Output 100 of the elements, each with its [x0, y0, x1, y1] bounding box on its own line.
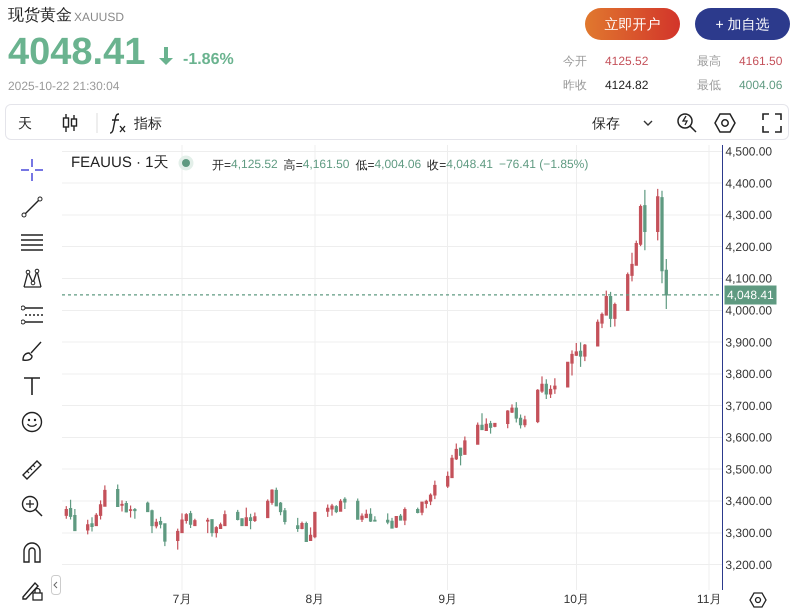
- annotation: 4,048.41: [446, 157, 493, 173]
- candlestick: [394, 516, 398, 529]
- candlestick: [386, 512, 390, 525]
- candlestick: [583, 343, 587, 362]
- candlestick: [214, 526, 218, 538]
- y-tick-label: 3,700.00: [725, 398, 772, 413]
- candlestick: [296, 517, 300, 532]
- ref-line-label: 4,048.41: [727, 288, 774, 302]
- candlestick: [553, 378, 557, 394]
- y-tick-label: 4,200.00: [725, 240, 772, 254]
- y-tick-label: 3,400.00: [725, 494, 772, 508]
- candlestick: [656, 188, 660, 241]
- candlestick: [523, 415, 527, 428]
- y-tick-label: 3,600.00: [725, 430, 772, 445]
- y-tick-label: 3,900.00: [725, 335, 772, 350]
- candlestick: [313, 511, 317, 539]
- text: 最高: [697, 54, 721, 68]
- candlestick: [86, 519, 90, 535]
- candlestick: [334, 504, 338, 514]
- candlestick: [578, 342, 582, 368]
- chart-subtitle: XAUUSD: [74, 10, 124, 24]
- text: 立即开户: [585, 8, 680, 40]
- text: + 加自选: [695, 8, 790, 40]
- candlestick: [116, 484, 120, 507]
- text: 最低: [697, 78, 721, 92]
- annotation: −76.41 (−1.85%): [498, 157, 588, 173]
- text: 4125.52: [605, 54, 648, 68]
- candlestick: [154, 518, 158, 529]
- annotation: 收=: [427, 157, 446, 174]
- y-tick-label: 3,200.00: [725, 558, 772, 572]
- candlestick: [360, 512, 364, 523]
- candlestick: [128, 504, 132, 518]
- candlestick: [330, 503, 334, 516]
- candlestick: [206, 517, 210, 534]
- text: 4004.06: [739, 78, 782, 92]
- candlestick: [338, 498, 342, 512]
- y-tick-label: 4,000.00: [725, 303, 772, 318]
- candlestick: [458, 448, 462, 466]
- annotation: 低=: [355, 157, 374, 174]
- candlestick: [476, 422, 480, 445]
- x-tick-label: 10月: [564, 592, 589, 606]
- y-tick-label: 3,500.00: [725, 462, 772, 476]
- candlestick: [416, 507, 420, 514]
- candlestick: [364, 508, 368, 519]
- candlestick: [480, 412, 484, 430]
- candlestick: [253, 512, 257, 523]
- y-tick-label: 4,100.00: [725, 272, 772, 286]
- text: 天: [18, 115, 32, 131]
- annotation: 4,161.50: [302, 157, 350, 173]
- candlestick: [124, 500, 128, 514]
- candlestick: [488, 420, 492, 434]
- y-tick-label: 4,400.00: [725, 176, 772, 190]
- candlestick: [484, 418, 488, 432]
- candlestick: [248, 513, 252, 530]
- candlestick: [463, 436, 467, 455]
- candlestick: [398, 513, 402, 521]
- candlestick: [244, 507, 248, 526]
- candlestick: [188, 510, 192, 529]
- candlestick: [368, 508, 372, 523]
- y-tick-label: 3,800.00: [725, 367, 772, 382]
- candlestick: [403, 506, 407, 526]
- candlestick: [643, 189, 647, 251]
- text: -1.86%: [183, 51, 234, 68]
- candlestick: [90, 516, 94, 532]
- candlestick: [304, 521, 308, 543]
- candlestick: [390, 517, 394, 529]
- candlestick: [493, 422, 497, 428]
- text: 今开: [563, 54, 587, 68]
- candlestick: [64, 505, 68, 520]
- x-tick-label: 11月: [696, 592, 722, 606]
- x-tick-label: 7月: [172, 592, 192, 606]
- candlestick: [133, 507, 137, 520]
- annotation: 开=: [212, 157, 232, 174]
- y-tick-label: 4,300.00: [725, 208, 772, 222]
- annotation: 4,004.06: [374, 157, 422, 173]
- text: 2025-10-22 21:30:04: [8, 79, 120, 93]
- chart-title: 现货黄金: [8, 7, 72, 24]
- text: 保存: [592, 115, 620, 131]
- text: 4124.82: [605, 78, 648, 92]
- candlestick: [420, 502, 424, 516]
- candlestick: [326, 504, 330, 518]
- candlestick: [193, 518, 197, 526]
- text: 指标: [134, 115, 162, 131]
- candlestick: [356, 498, 360, 520]
- text: 昨收: [563, 78, 587, 92]
- annotation: FEAUUS · 1天: [71, 154, 169, 171]
- annotation: 高=: [284, 157, 303, 174]
- candlestick: [120, 500, 124, 512]
- candlestick: [210, 519, 214, 538]
- candlestick: [343, 496, 347, 510]
- candlestick: [544, 378, 548, 400]
- candlestick: [300, 521, 304, 530]
- text: 4161.50: [739, 54, 782, 68]
- y-tick-label: 3,300.00: [725, 526, 772, 540]
- y-tick-label: 4,500.00: [725, 144, 772, 159]
- candlestick: [613, 302, 617, 328]
- annotation: 4,125.52: [231, 157, 278, 173]
- x-tick-label: 8月: [306, 592, 324, 606]
- candlestick: [223, 510, 227, 526]
- x-tick-label: 9月: [438, 592, 458, 606]
